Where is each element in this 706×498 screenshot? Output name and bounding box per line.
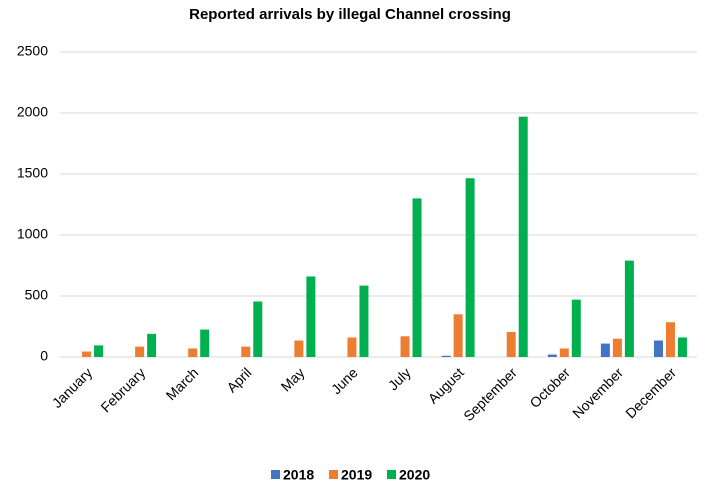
bar: [147, 333, 157, 357]
bar: [506, 331, 516, 357]
bar: [306, 276, 316, 357]
x-tick-label: June: [328, 364, 361, 397]
x-tick-label: November: [569, 364, 626, 421]
legend-swatch: [387, 470, 396, 479]
bar: [441, 355, 451, 357]
bar: [188, 348, 198, 357]
bar: [612, 338, 622, 357]
bar: [559, 348, 569, 357]
bar: [600, 343, 610, 357]
legend-label: 2019: [341, 467, 372, 483]
legend-swatch: [271, 470, 280, 479]
y-tick-label: 2000: [17, 104, 48, 120]
bar: [412, 198, 422, 357]
bar: [253, 301, 263, 357]
legend-label: 2018: [283, 467, 314, 483]
bar: [624, 260, 634, 357]
bar: [547, 354, 557, 357]
bar: [82, 351, 92, 357]
bar: [665, 322, 675, 357]
x-tick-label: January: [49, 364, 96, 411]
bar: [518, 116, 528, 357]
bar: [135, 346, 145, 357]
bar: [653, 340, 663, 357]
y-tick-label: 2500: [17, 43, 48, 59]
bar: [241, 346, 251, 357]
bar: [200, 329, 210, 357]
bar: [347, 337, 357, 357]
bar: [465, 178, 475, 357]
bar: [94, 345, 104, 357]
x-tick-label: May: [278, 364, 308, 394]
bar: [359, 285, 369, 357]
x-tick-label: September: [460, 364, 520, 424]
x-tick-label: December: [622, 364, 679, 421]
y-tick-label: 0: [40, 348, 48, 364]
x-tick-label: April: [223, 364, 254, 395]
x-tick-label: July: [385, 364, 414, 393]
bar: [571, 299, 581, 357]
bar: [400, 336, 410, 357]
x-tick-label: October: [526, 364, 573, 411]
bar: [294, 340, 304, 357]
x-tick-label: March: [163, 364, 202, 403]
legend-label: 2020: [399, 467, 430, 483]
y-tick-label: 500: [25, 287, 49, 303]
x-tick-label: February: [97, 364, 148, 415]
legend-swatch: [329, 470, 338, 479]
y-tick-label: 1000: [17, 226, 48, 242]
bar: [677, 337, 687, 357]
bar: [453, 314, 463, 357]
y-tick-label: 1500: [17, 165, 48, 181]
chart-title: Reported arrivals by illegal Channel cro…: [189, 6, 511, 23]
x-tick-label: August: [425, 364, 467, 406]
